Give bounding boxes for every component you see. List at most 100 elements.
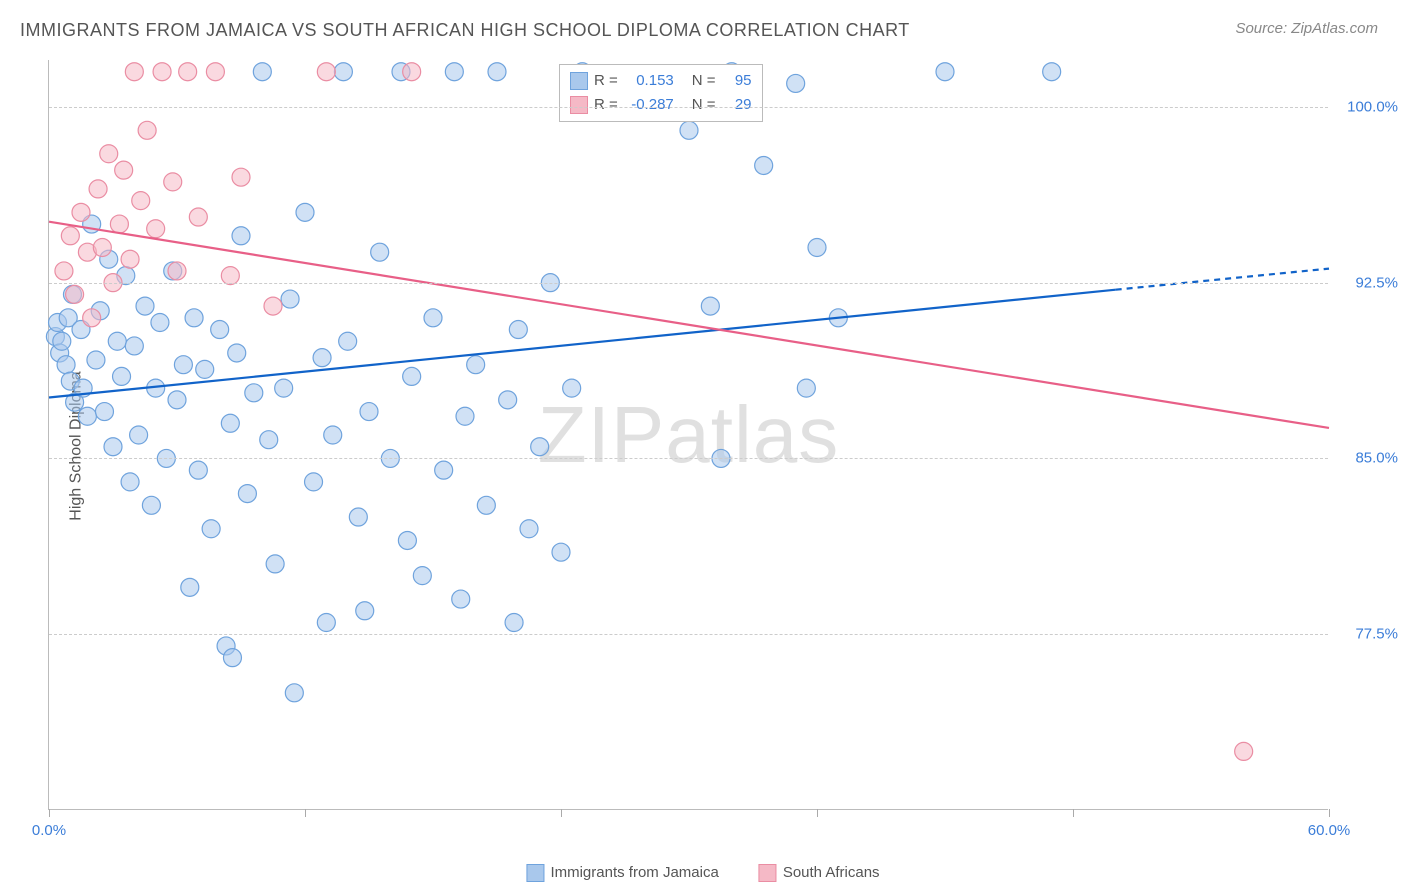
legend-item: Immigrants from Jamaica xyxy=(526,864,718,882)
data-point xyxy=(95,403,113,421)
data-point xyxy=(142,496,160,514)
x-tick-label: 60.0% xyxy=(1308,822,1351,839)
data-point xyxy=(403,63,421,81)
data-point xyxy=(121,250,139,268)
y-tick-label: 100.0% xyxy=(1338,98,1398,115)
x-tick xyxy=(1073,809,1074,817)
legend-item: South Africans xyxy=(759,864,880,882)
data-point xyxy=(452,590,470,608)
data-point xyxy=(196,360,214,378)
data-point xyxy=(164,173,182,191)
data-point xyxy=(189,208,207,226)
data-point xyxy=(232,227,250,245)
data-point xyxy=(680,121,698,139)
data-point xyxy=(424,309,442,327)
scatter-plot: ZIPatlas R =0.153N =95R =-0.287N =29 77.… xyxy=(48,60,1328,810)
data-point xyxy=(285,684,303,702)
gridline xyxy=(49,458,1328,459)
trend-line-extrapolated xyxy=(1116,269,1329,290)
data-point xyxy=(130,426,148,444)
data-point xyxy=(132,192,150,210)
data-point xyxy=(138,121,156,139)
data-point xyxy=(104,438,122,456)
data-point xyxy=(125,63,143,81)
data-point xyxy=(398,531,416,549)
data-point xyxy=(467,356,485,374)
x-tick xyxy=(49,809,50,817)
source-attribution: Source: ZipAtlas.com xyxy=(1235,20,1378,37)
data-point xyxy=(403,367,421,385)
data-point xyxy=(339,332,357,350)
legend-swatch-icon xyxy=(759,864,777,882)
data-point xyxy=(228,344,246,362)
gridline xyxy=(49,634,1328,635)
n-label: N = xyxy=(692,93,716,117)
data-point xyxy=(89,180,107,198)
data-point xyxy=(108,332,126,350)
trend-line xyxy=(49,222,1329,428)
data-point xyxy=(1235,742,1253,760)
r-label: R = xyxy=(594,69,618,93)
data-point xyxy=(334,63,352,81)
data-point xyxy=(151,314,169,332)
y-tick-label: 92.5% xyxy=(1338,274,1398,291)
data-point xyxy=(110,215,128,233)
data-point xyxy=(221,414,239,432)
y-tick-label: 85.0% xyxy=(1338,450,1398,467)
data-point xyxy=(245,384,263,402)
data-point xyxy=(701,297,719,315)
n-value: 95 xyxy=(722,69,752,93)
data-point xyxy=(115,161,133,179)
legend-swatch-icon xyxy=(570,96,588,114)
x-tick xyxy=(305,809,306,817)
data-point xyxy=(755,156,773,174)
data-point xyxy=(435,461,453,479)
data-point xyxy=(168,262,186,280)
data-point xyxy=(100,145,118,163)
data-point xyxy=(360,403,378,421)
data-point xyxy=(787,74,805,92)
data-point xyxy=(505,614,523,632)
data-point xyxy=(371,243,389,261)
x-tick xyxy=(817,809,818,817)
data-point xyxy=(78,407,96,425)
r-value: -0.287 xyxy=(624,93,674,117)
data-point xyxy=(324,426,342,444)
x-tick-label: 0.0% xyxy=(32,822,66,839)
bottom-legend: Immigrants from Jamaica South Africans xyxy=(526,864,879,882)
stats-row: R =-0.287N =29 xyxy=(570,93,752,117)
data-point xyxy=(281,290,299,308)
data-point xyxy=(456,407,474,425)
data-point xyxy=(57,356,75,374)
data-point xyxy=(317,614,335,632)
stats-row: R =0.153N =95 xyxy=(570,69,752,93)
chart-title: IMMIGRANTS FROM JAMAICA VS SOUTH AFRICAN… xyxy=(20,20,910,41)
data-point xyxy=(206,63,224,81)
data-point xyxy=(313,349,331,367)
r-label: R = xyxy=(594,93,618,117)
data-point xyxy=(185,309,203,327)
data-point xyxy=(147,220,165,238)
gridline xyxy=(49,107,1328,108)
data-point xyxy=(55,262,73,280)
data-point xyxy=(520,520,538,538)
data-point xyxy=(531,438,549,456)
data-point xyxy=(189,461,207,479)
data-point xyxy=(349,508,367,526)
data-point xyxy=(93,239,111,257)
data-point xyxy=(266,555,284,573)
data-point xyxy=(66,285,84,303)
data-point xyxy=(53,332,71,350)
data-point xyxy=(223,649,241,667)
data-point xyxy=(153,63,171,81)
x-tick xyxy=(1329,809,1330,817)
data-point xyxy=(296,203,314,221)
legend-swatch-icon xyxy=(526,864,544,882)
data-point xyxy=(509,321,527,339)
data-point xyxy=(211,321,229,339)
data-point xyxy=(179,63,197,81)
data-point xyxy=(87,351,105,369)
data-point xyxy=(181,578,199,596)
data-point xyxy=(232,168,250,186)
legend-swatch-icon xyxy=(570,72,588,90)
